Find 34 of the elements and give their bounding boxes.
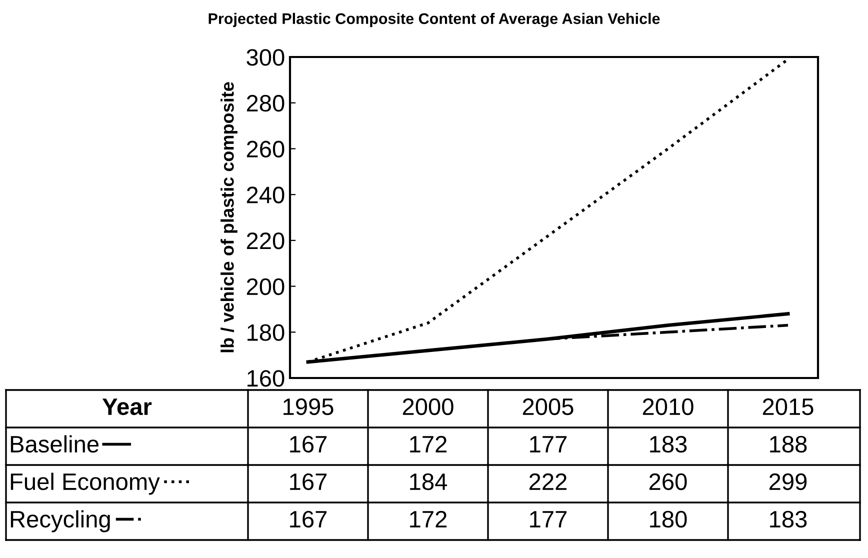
y-tick-label: 300 [246, 49, 284, 66]
legend-label: Fuel Economy [10, 472, 160, 495]
x-tick-label: 1995 [284, 398, 334, 416]
data-label: 172 [410, 510, 447, 528]
y-tick-label: 260 [246, 140, 284, 158]
x-tick-label: 2005 [522, 398, 574, 416]
legend-label: Baseline [10, 435, 99, 453]
y-tick-label: 280 [246, 94, 284, 112]
y-axis-title: lb / vehicle of plastic composite [220, 82, 238, 352]
x-tick-label: 2000 [402, 398, 454, 416]
y-tick-label: 220 [246, 232, 284, 250]
data-label: 180 [650, 510, 687, 528]
data-label: 167 [290, 473, 327, 490]
data-label: 167 [290, 510, 327, 528]
y-tick-label: 200 [246, 278, 284, 296]
data-label: 260 [649, 473, 687, 490]
data-label: 183 [770, 510, 807, 528]
data-label: 222 [529, 473, 567, 490]
y-tick-label: 180 [248, 324, 284, 341]
data-label: 183 [650, 436, 687, 453]
x-tick-label: 2015 [762, 398, 814, 416]
data-label: 177 [530, 436, 567, 452]
chart-title: Projected Plastic Composite Content of Average Asian Vehicle [208, 12, 660, 28]
data-label: 188 [770, 436, 807, 453]
data-label: 299 [769, 473, 807, 490]
data-label: 167 [290, 436, 327, 453]
x-axis-title: Year [102, 398, 152, 416]
legend-label: Recycling [10, 510, 110, 532]
y-tick-label: 240 [246, 186, 284, 204]
data-label: 172 [410, 436, 447, 452]
x-tick-label: 2010 [642, 398, 694, 416]
data-label: 184 [410, 473, 448, 490]
y-tick-label: 160 [248, 370, 284, 387]
data-label: 177 [530, 511, 567, 528]
